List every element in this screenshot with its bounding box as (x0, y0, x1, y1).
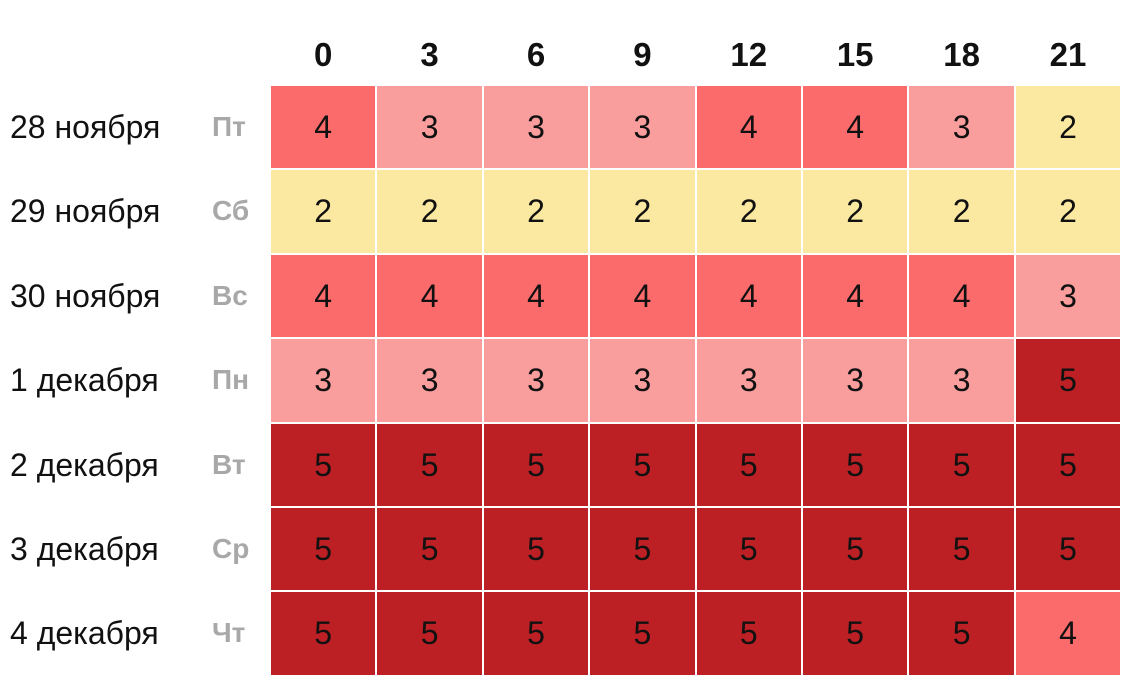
column-header-hour-15: 15 (836, 36, 874, 73)
heatmap-cell: 4 (803, 254, 908, 338)
heatmap-cell: 2 (909, 170, 1014, 253)
heatmap-cell: 2 (803, 170, 908, 253)
heatmap-cell: 2 (1015, 170, 1121, 253)
heatmap-cell: 3 (1015, 254, 1121, 338)
row-label: 4 декабря Чт (0, 592, 267, 674)
heatmap-cell: 4 (271, 254, 376, 338)
row-label: 30 ноября Вс (0, 255, 267, 337)
row-label: 29 ноября Сб (0, 170, 267, 252)
heatmap-cell: 3 (696, 339, 801, 422)
heatmap-cell: 5 (1015, 339, 1121, 422)
weekday-label: Вс (212, 279, 248, 311)
weekday-label: Чт (212, 617, 246, 649)
heatmap-cell: 4 (1015, 592, 1121, 675)
column-header-hour-9: 9 (633, 36, 652, 73)
date-label: 28 ноября (10, 109, 161, 145)
heatmap-cell: 5 (1015, 423, 1121, 506)
heatmap-cell: 3 (271, 339, 376, 422)
heatmap-cell: 3 (590, 339, 695, 422)
heatmap-cell: 2 (590, 170, 695, 253)
heatmap-cell: 5 (909, 508, 1014, 591)
row-label: 3 декабря Ср (0, 508, 267, 590)
heatmap-cell: 2 (696, 170, 801, 253)
heatmap-cell: 4 (909, 254, 1014, 338)
column-header-hour-0: 0 (314, 36, 333, 73)
heatmap-cell: 5 (909, 592, 1014, 675)
heatmap-cell: 5 (1015, 508, 1121, 591)
heatmap-cell: 2 (271, 170, 376, 253)
heatmap-cell: 4 (271, 86, 376, 169)
row-label: 1 декабря Пн (0, 339, 267, 421)
heatmap-cell: 4 (590, 254, 695, 338)
heatmap-cell: 3 (377, 86, 482, 169)
column-header-hour-6: 6 (526, 36, 546, 73)
heatmap-cell: 4 (377, 254, 482, 338)
heatmap-cell: 3 (483, 339, 589, 422)
heatmap-cell: 3 (803, 339, 908, 422)
heatmap-cell: 5 (803, 508, 908, 591)
heatmap-cell: 4 (696, 86, 801, 169)
column-header-hour-12: 12 (730, 36, 768, 73)
heatmap-cell: 5 (271, 508, 376, 591)
heatmap-cell: 5 (696, 423, 801, 506)
heatmap-cell: 5 (803, 423, 908, 506)
heatmap-cell: 5 (909, 423, 1014, 506)
date-label: 1 декабря (10, 362, 159, 399)
weekday-label: Ср (212, 533, 250, 564)
date-label: 4 декабря (10, 615, 159, 652)
heatmap-cell: 3 (590, 86, 695, 169)
heatmap-cell: 5 (590, 508, 695, 591)
heatmap-cell: 5 (696, 592, 801, 675)
heatmap-cell: 5 (483, 508, 589, 591)
row-label: 28 ноября Пт (0, 86, 267, 168)
weekday-label: Пн (212, 364, 250, 396)
heatmap-cell: 2 (483, 170, 589, 253)
heatmap-cell: 5 (483, 423, 589, 506)
weekday-label: Пт (212, 111, 246, 142)
heatmap-cell: 5 (696, 508, 801, 591)
column-header-hour-21: 21 (1049, 36, 1087, 73)
heatmap-cell: 5 (377, 592, 482, 675)
heatmap-cell: 2 (377, 170, 482, 253)
heatmap-cell: 5 (271, 592, 376, 675)
heatmap-cell: 3 (483, 86, 589, 169)
heatmap-cell: 5 (377, 423, 482, 506)
heatmap-cell: 4 (803, 86, 908, 169)
heatmap-cell: 3 (909, 86, 1014, 169)
weekday-label: Сб (212, 195, 250, 227)
weekday-label: Вт (212, 448, 246, 480)
column-header-hour-18: 18 (943, 36, 980, 73)
date-label: 29 ноября (10, 193, 161, 230)
heatmap-cell: 4 (696, 254, 801, 338)
date-label: 3 декабря (10, 531, 159, 567)
heatmap-cell: 5 (377, 508, 482, 591)
heatmap-cell: 5 (803, 592, 908, 675)
heatmap-cell: 3 (377, 339, 482, 422)
heatmap-cell: 5 (590, 423, 695, 506)
date-label: 2 декабря (10, 446, 159, 483)
heatmap-cell: 5 (483, 592, 589, 675)
date-label: 30 ноября (10, 277, 161, 314)
heatmap-cell: 5 (271, 423, 376, 506)
heatmap-cell: 5 (590, 592, 695, 675)
heatmap-cell: 3 (909, 339, 1014, 422)
column-header-hour-3: 3 (420, 36, 439, 73)
heatmap-cell: 2 (1015, 86, 1121, 169)
row-label: 2 декабря Вт (0, 424, 267, 506)
heatmap-cell: 4 (483, 254, 589, 338)
